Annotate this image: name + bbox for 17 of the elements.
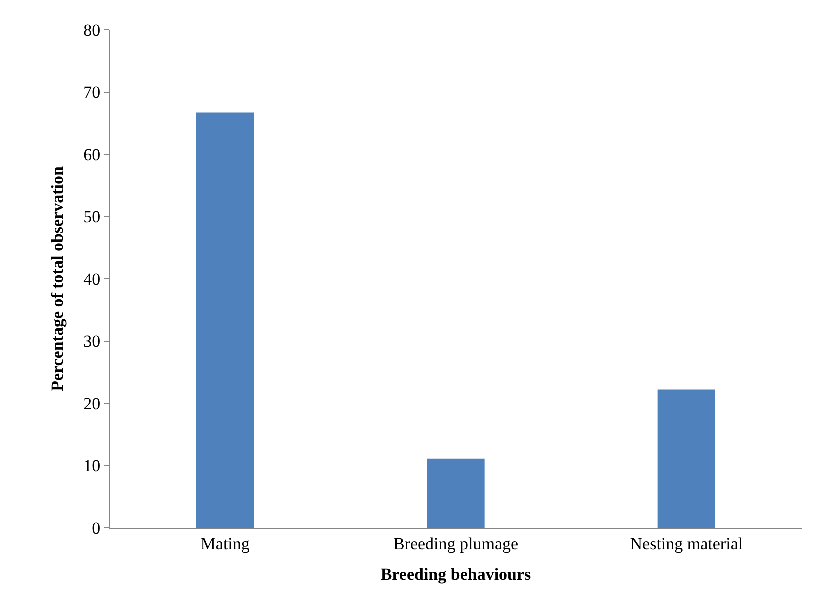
bar	[427, 458, 485, 528]
x-tick-label: Nesting material	[630, 534, 744, 554]
y-tick-label: 60	[84, 145, 101, 164]
y-tick-label: 10	[84, 456, 101, 476]
y-tick-label: 0	[92, 518, 101, 538]
y-tick-label: 50	[84, 208, 101, 227]
y-tick-label: 40	[84, 270, 101, 289]
x-tick-label: Breeding plumage	[393, 534, 519, 554]
y-tick-label: 80	[84, 20, 101, 40]
y-tick-label: 70	[84, 83, 101, 102]
bar	[658, 390, 716, 528]
y-tick-label: 20	[84, 394, 101, 414]
bar	[196, 112, 254, 528]
x-tick-label: Mating	[200, 534, 250, 554]
y-tick-label: 30	[84, 332, 101, 352]
y-axis-title: Percentage of total observation	[48, 166, 68, 392]
x-axis-title: Breeding behaviours	[380, 564, 532, 584]
